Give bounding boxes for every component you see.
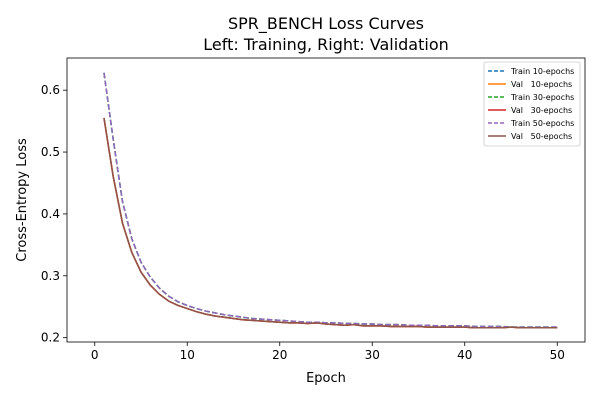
legend-label: Train 10-epochs: [510, 67, 574, 76]
plot-area: 0 10 20 30 40 50 0.2 0.3 0.4 0.5 0.6 Train 10-epoch…: [41, 57, 586, 362]
x-axis-label: Epoch: [306, 371, 346, 386]
axes-frame: [66, 57, 586, 343]
legend-label: Train 30-epochs: [510, 93, 574, 102]
series-line-6: [103, 117, 558, 329]
legend-label: Val 50-epochs: [511, 132, 572, 141]
legend-label: Val 30-epochs: [511, 106, 572, 115]
y-tick-label: 0.5: [41, 145, 60, 159]
x-tick-label: 10: [180, 348, 195, 362]
x-tick-label: 20: [272, 348, 287, 362]
chart-title: SPR_BENCH Loss Curves: [228, 14, 424, 34]
chart-subtitle: Left: Training, Right: Validation: [203, 35, 449, 54]
x-tick-label: 30: [365, 348, 380, 362]
legend-box: [483, 61, 581, 147]
y-tick-label: 0.4: [41, 207, 60, 221]
series-line-5: [103, 72, 558, 328]
x-tick-label: 50: [550, 348, 565, 362]
x-tick-label: 0: [91, 348, 99, 362]
x-tick-label: 40: [457, 348, 472, 362]
y-axis-label: Cross-Entropy Loss: [15, 138, 30, 262]
y-tick-label: 0.3: [41, 269, 60, 283]
legend-label: Train 50-epochs: [510, 119, 574, 128]
y-tick-label: 0.2: [41, 331, 60, 345]
y-tick-label: 0.6: [41, 83, 60, 97]
legend-label: Val 10-epochs: [511, 80, 572, 89]
